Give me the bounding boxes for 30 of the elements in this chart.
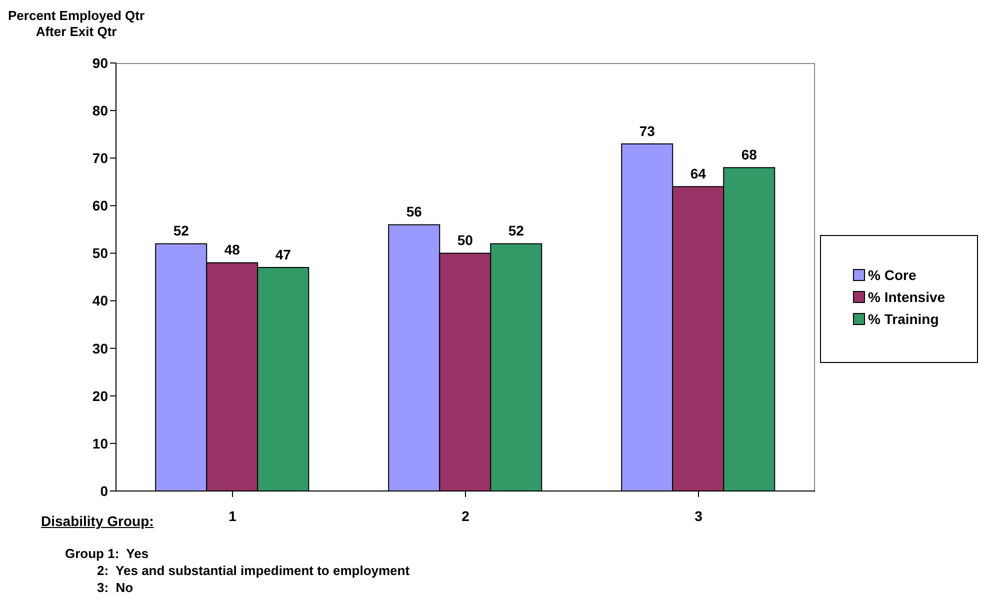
data-label: 56 bbox=[406, 204, 422, 220]
y-axis-title: Percent Employed Qtr After Exit Qtr bbox=[8, 8, 145, 40]
y-tick-label: 40 bbox=[92, 292, 108, 309]
data-label: 68 bbox=[741, 146, 758, 163]
data-label: 52 bbox=[508, 222, 524, 239]
data-label: 73 bbox=[639, 122, 656, 139]
legend-label: % Training bbox=[868, 311, 939, 327]
y-tick-label: 80 bbox=[92, 102, 108, 119]
text: 3: No bbox=[97, 580, 134, 595]
legend-label: % Core bbox=[868, 267, 916, 283]
data-label: 52 bbox=[173, 222, 190, 239]
y-tick-label: 30 bbox=[92, 340, 108, 356]
x-axis-title: Disability Group: bbox=[41, 513, 154, 529]
y-tick-label: 50 bbox=[92, 245, 108, 262]
text: Group 1: Yes bbox=[65, 546, 149, 561]
data-label: 50 bbox=[457, 232, 474, 248]
y-tick-label: 90 bbox=[92, 54, 108, 71]
y-tick-label: 0 bbox=[100, 482, 108, 499]
data-label: 48 bbox=[224, 242, 240, 258]
y-tick-label: 20 bbox=[92, 388, 108, 404]
x-tick-label: 2 bbox=[462, 508, 470, 524]
x-tick-label: 1 bbox=[228, 508, 237, 524]
data-label: 47 bbox=[275, 246, 292, 262]
text: 2: Yes and substantial impediment to employment bbox=[97, 563, 410, 578]
y-tick-label: 10 bbox=[92, 435, 108, 452]
y-tick-label: 60 bbox=[92, 198, 108, 214]
data-label: 64 bbox=[690, 166, 706, 182]
x-tick-label: 3 bbox=[694, 508, 703, 524]
legend-label: % Intensive bbox=[868, 289, 946, 305]
y-tick-label: 70 bbox=[92, 150, 108, 166]
